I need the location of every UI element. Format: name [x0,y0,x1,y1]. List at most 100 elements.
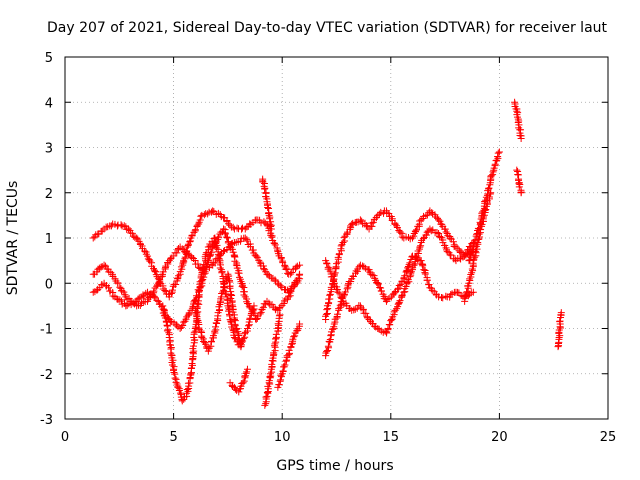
data-point [401,272,409,280]
data-point [190,328,198,336]
data-point [227,244,235,252]
data-point [325,337,333,345]
data-point [196,216,204,224]
data-point [384,325,392,333]
data-point [277,282,285,290]
data-point [391,306,399,314]
data-point [423,276,431,284]
data-point [335,305,343,313]
data-point [350,306,358,314]
chart-title: Day 207 of 2021, Sidereal Day-to-day VTE… [47,20,608,36]
data-point [477,225,485,233]
data-point [495,148,503,156]
data-point [494,152,502,160]
data-point [253,253,261,261]
data-point [374,280,382,288]
data-point [261,401,269,409]
data-point [145,291,153,299]
data-point [411,227,419,235]
data-point [100,261,108,269]
data-point [323,347,331,355]
data-point [141,247,149,255]
data-point [124,225,132,233]
data-point [198,334,206,342]
data-point [447,251,455,259]
data-point [223,234,231,242]
data-point [417,242,425,250]
data-point [368,271,376,279]
data-point [374,279,382,287]
data-point [421,270,429,278]
data-point [277,371,285,379]
data-point [481,206,489,214]
data-point [129,232,137,240]
data-point [177,263,185,271]
y-tick-label: -1 [40,323,53,338]
data-point [221,229,229,237]
data-point [487,172,495,180]
data-point [485,184,493,192]
data-point [493,156,501,164]
data-point [442,228,450,236]
data-point [211,327,219,335]
data-point [250,302,258,310]
data-point [272,330,280,338]
data-point [233,324,241,332]
data-point [402,268,410,276]
data-point [256,258,264,266]
data-point [446,234,454,242]
data-point [336,290,344,298]
y-tick-label: -3 [40,413,53,428]
data-point [123,301,131,309]
data-point [230,315,238,323]
data-point [224,270,232,278]
data-point [263,389,271,397]
data-point [291,278,299,286]
data-point [259,303,267,311]
data-point [395,298,403,306]
data-point [426,225,434,233]
data-point [517,134,525,142]
x-tick-label: 0 [61,430,69,445]
data-point [377,284,385,292]
data-point [226,284,234,292]
data-point [137,299,145,307]
data-point [219,288,227,296]
data-point [284,269,292,277]
data-point [229,248,237,256]
data-point [419,235,427,243]
data-point [344,281,352,289]
data-point [105,284,113,292]
data-point [329,276,337,284]
data-point [150,292,158,300]
data-point [179,321,187,329]
data-point [296,261,304,269]
data-point [411,252,419,260]
data-point [296,270,304,278]
data-point [216,300,224,308]
data-point [387,317,395,325]
data-point [249,306,257,314]
data-point [360,263,368,271]
data-point [192,309,200,317]
data-point [346,225,354,233]
data-point [271,241,279,249]
data-point [201,339,209,347]
data-point [417,257,425,265]
data-point [441,225,449,233]
x-tick-label: 15 [383,430,400,445]
data-point [117,221,125,229]
data-point [188,231,196,239]
data-point [268,360,276,368]
data-point [406,273,414,281]
data-point [151,266,159,274]
plot-frame [64,56,609,420]
data-point [326,291,334,299]
data-point [209,207,217,215]
data-point [252,315,260,323]
data-point [220,283,228,291]
data-point [167,290,175,298]
y-tick-label: 5 [45,51,53,66]
data-point [383,296,391,304]
data-point [262,400,270,408]
